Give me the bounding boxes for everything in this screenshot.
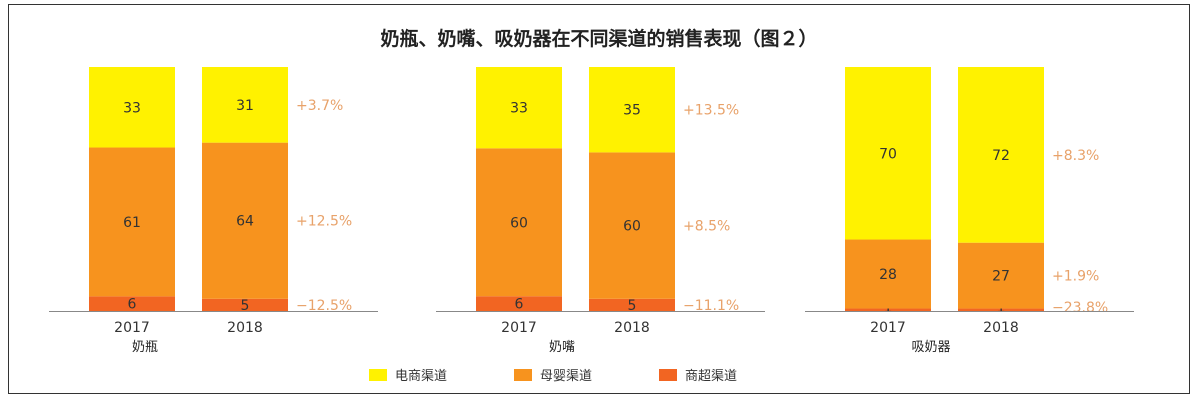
group-吸奶器: 128702017127722018−23.8%+1.9%+8.3%吸奶器: [805, 67, 1134, 355]
bar-segment-电商渠道: [845, 67, 931, 240]
bar-segment-母婴渠道: [476, 148, 562, 297]
change-label-电商渠道: +8.3%: [1052, 148, 1099, 164]
legend-item-商超渠道: 商超渠道: [659, 369, 737, 384]
year-tick-label: 2018: [983, 320, 1019, 336]
legend-item-母婴渠道: 母婴渠道: [514, 369, 592, 384]
segment-value-label: 64: [236, 214, 254, 230]
chart-frame: 奶瓶、奶嘴、吸奶器在不同渠道的销售表现（图２） 6 61 33 2017 5 64 31 20…: [8, 4, 1190, 394]
year-tick-label: 2017: [870, 320, 906, 336]
group-奶嘴: 6 60 33 2017 5 60 35 2018 −11.1% +8.5% +13.5% 奶嘴: [436, 67, 765, 355]
group-label: 奶嘴: [549, 340, 575, 355]
bar-segment-商超渠道: [476, 296, 562, 311]
bar-segment-商超渠道: [589, 298, 675, 311]
segment-value-label: 31: [236, 98, 254, 114]
segment-value-label: 5: [241, 298, 250, 314]
group-label: 奶瓶: [132, 340, 158, 355]
year-tick-label: 2018: [614, 320, 650, 336]
year-tick-label: 2017: [114, 320, 150, 336]
legend-swatch: [514, 369, 532, 381]
bar-segment-电商渠道: [958, 67, 1044, 243]
legend-swatch: [369, 369, 387, 381]
bar-segment-电商渠道: [476, 67, 562, 149]
bar-segment-电商渠道: [589, 67, 675, 153]
bar-segment-商超渠道: [958, 308, 1044, 311]
bar-segment-母婴渠道: [202, 142, 288, 299]
bar-segment-母婴渠道: [845, 239, 931, 309]
bar-segment-商超渠道: [202, 298, 288, 311]
segment-value-label: 70: [879, 146, 897, 162]
segment-value-label: 6: [515, 297, 524, 313]
group-label: 吸奶器: [911, 340, 950, 355]
change-label-电商渠道: +13.5%: [683, 103, 739, 119]
bar-segment-商超渠道: [845, 308, 931, 311]
legend-item-电商渠道: 电商渠道: [369, 369, 447, 384]
chart-title: 奶瓶、奶嘴、吸奶器在不同渠道的销售表现（图２）: [380, 27, 817, 50]
bar-segment-母婴渠道: [89, 147, 175, 297]
segment-value-label: 5: [628, 298, 637, 314]
segment-value-label: 61: [123, 215, 141, 231]
legend-label: 商超渠道: [685, 369, 737, 384]
stacked-bar-chart: 奶瓶、奶嘴、吸奶器在不同渠道的销售表现（图２） 6 61 33 2017 5 64 31 20…: [49, 27, 1134, 384]
segment-value-label: 35: [623, 103, 641, 119]
bar-segment-电商渠道: [202, 67, 288, 143]
segment-value-label: 60: [623, 219, 641, 235]
change-label-母婴渠道: +12.5%: [296, 214, 352, 230]
bar-segment-商超渠道: [89, 296, 175, 311]
legend-label: 电商渠道: [395, 369, 447, 384]
segment-value-label: 33: [123, 100, 141, 116]
segment-value-label: 27: [992, 269, 1010, 285]
legend-swatch: [659, 369, 677, 381]
change-label-母婴渠道: +1.9%: [1052, 269, 1099, 285]
legend: 电商渠道 母婴渠道 商超渠道: [369, 369, 737, 384]
year-tick-label: 2017: [501, 320, 537, 336]
segment-value-label: 60: [510, 215, 528, 231]
bar-segment-母婴渠道: [958, 242, 1044, 309]
change-label-商超渠道: −23.8%: [1052, 300, 1108, 316]
segment-value-label: 72: [992, 148, 1010, 164]
change-label-商超渠道: −11.1%: [683, 298, 739, 314]
bars-layer: 6 61 33 2017 5 64 31 2018 −12.5% +12.5% +3.7% 奶瓶 6 60…: [49, 67, 1134, 355]
year-tick-label: 2018: [227, 320, 263, 336]
segment-value-label: 6: [128, 297, 137, 313]
change-label-商超渠道: −12.5%: [296, 298, 352, 314]
bar-segment-母婴渠道: [589, 152, 675, 299]
segment-value-label: 28: [879, 267, 897, 283]
group-奶瓶: 6 61 33 2017 5 64 31 2018 −12.5% +12.5% +3.7% 奶瓶: [49, 67, 378, 355]
bar-segment-电商渠道: [89, 67, 175, 148]
legend-label: 母婴渠道: [540, 369, 592, 384]
change-label-母婴渠道: +8.5%: [683, 219, 730, 235]
change-label-电商渠道: +3.7%: [296, 98, 343, 114]
segment-value-label: 33: [510, 101, 528, 117]
